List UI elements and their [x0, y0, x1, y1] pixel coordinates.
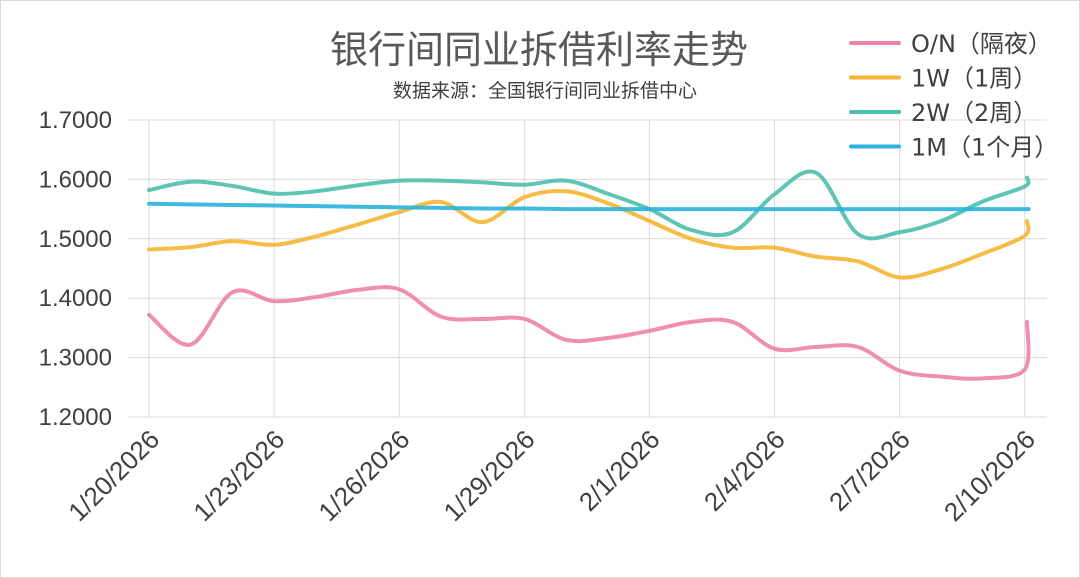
y-tick-label: 1.5000: [39, 226, 112, 253]
legend-label: O/N（隔夜）: [911, 30, 1052, 58]
chart-subtitle: 数据来源：全国银行间同业拆借中心: [393, 80, 697, 102]
series-line-2: [147, 169, 1031, 241]
y-tick-label: 1.4000: [39, 285, 112, 312]
y-tick-label: 1.3000: [39, 345, 112, 372]
x-tick-label: 2/4/2026: [698, 424, 791, 517]
y-axis-ticks: 1.2000 1.3000 1.4000 1.5000 1.6000 1.7000: [39, 107, 112, 431]
series-line-1: [147, 189, 1031, 280]
y-tick-label: 1.2000: [39, 404, 112, 431]
x-tick-label: 2/7/2026: [823, 424, 916, 517]
series-line-3: [147, 201, 1031, 212]
series-layer: [147, 169, 1031, 381]
series-line-0: [147, 285, 1031, 381]
x-tick-label: 2/1/2026: [573, 424, 666, 517]
x-tick-label: 2/10/2026: [938, 424, 1041, 527]
y-tick-label: 1.7000: [39, 107, 112, 134]
x-axis-ticks: 1/20/2026 1/23/2026 1/26/2026 1/29/2026 2/1/…: [62, 424, 1041, 527]
legend-label: 2W（2周）: [911, 99, 1037, 127]
x-tick-label: 1/20/2026: [62, 424, 165, 527]
legend-label: 1M（1个月）: [911, 134, 1058, 162]
legend: O/N（隔夜） 1W（1周） 2W（2周） 1M（1个月）: [849, 30, 1058, 162]
x-tick-label: 1/26/2026: [312, 424, 415, 527]
x-tick-label: 1/29/2026: [438, 424, 541, 527]
legend-label: 1W（1周）: [911, 65, 1037, 93]
y-tick-label: 1.6000: [39, 166, 112, 193]
chart-title: 银行间同业拆借利率走势: [330, 28, 748, 72]
x-tick-label: 1/23/2026: [187, 424, 290, 527]
